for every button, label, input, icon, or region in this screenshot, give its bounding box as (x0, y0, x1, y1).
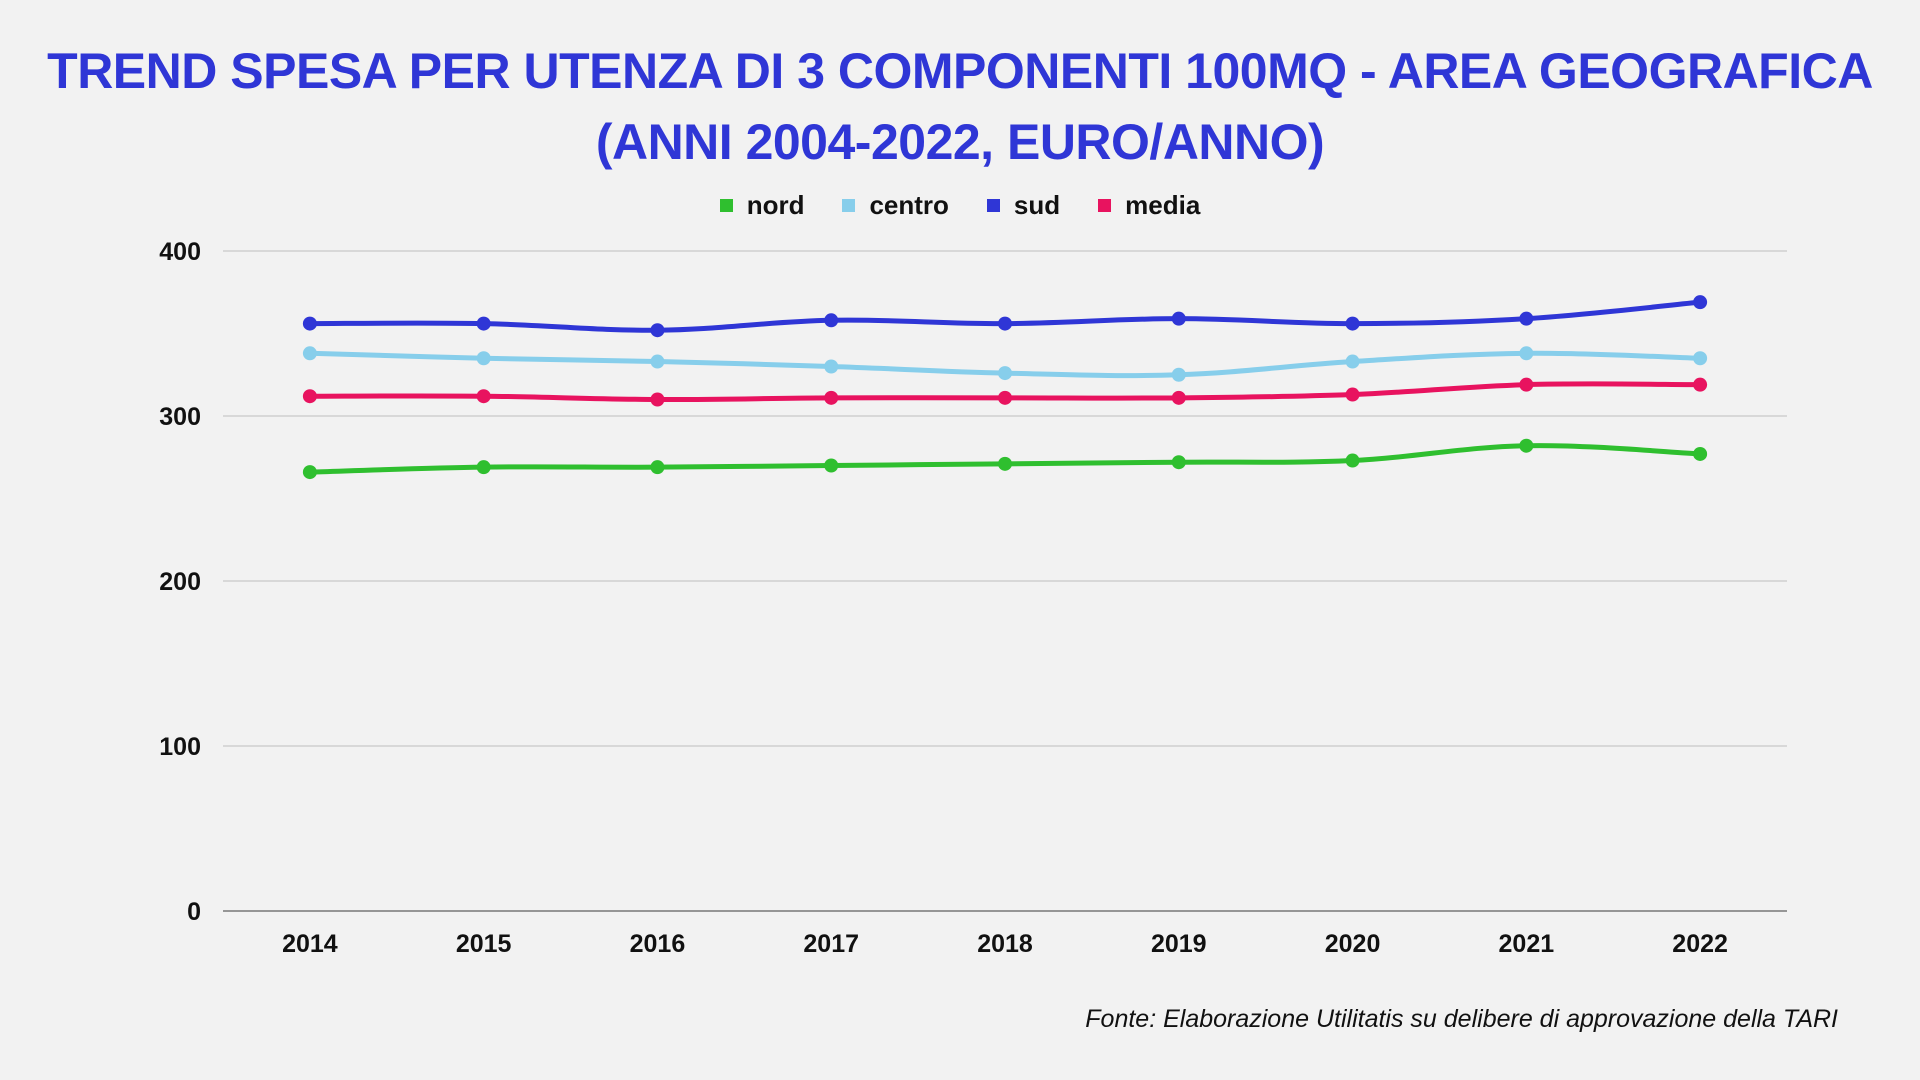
legend-swatch-centro (842, 199, 856, 212)
data-point-media-2021 (1519, 377, 1534, 392)
chart-subtitle: (ANNI 2004-2022, EURO/ANNO) (595, 114, 1325, 170)
legend-swatch-media (1098, 199, 1112, 212)
data-point-sud-2021 (1519, 311, 1534, 326)
data-point-media-2022 (1693, 377, 1708, 392)
data-point-centro-2018 (998, 366, 1012, 381)
legend-item-sud[interactable]: sud (986, 190, 1061, 221)
legend-label-sud: sud (1013, 190, 1061, 220)
x-tick-label: 2014 (282, 930, 338, 958)
data-point-sud-2016 (650, 323, 665, 338)
data-point-centro-2021 (1519, 346, 1534, 361)
chart-title: TREND SPESA PER UTENZA DI 3 COMPONENTI 1… (47, 43, 1873, 99)
x-tick-label: 2016 (630, 930, 686, 958)
data-point-media-2016 (650, 392, 665, 407)
data-point-nord-2016 (650, 460, 665, 475)
data-point-centro-2014 (302, 346, 317, 361)
x-tick-label: 2019 (1151, 930, 1207, 958)
legend-item-centro[interactable]: centro (842, 190, 949, 221)
legend-swatch-sud (986, 199, 1000, 212)
x-tick-label: 2022 (1672, 930, 1728, 958)
data-point-media-2020 (1345, 387, 1360, 402)
source-note: Fonte: Elaborazione Utilitatis su delibe… (1085, 1005, 1838, 1033)
data-point-sud-2020 (1345, 316, 1360, 331)
data-point-centro-2016 (650, 354, 665, 369)
legend-label-centro: centro (869, 190, 949, 220)
y-tick-label: 100 (159, 733, 201, 761)
legend-label-media: media (1125, 190, 1201, 220)
x-tick-label: 2020 (1325, 930, 1381, 958)
data-point-sud-2019 (1171, 311, 1186, 326)
data-point-nord-2014 (302, 465, 317, 480)
data-point-nord-2018 (998, 456, 1012, 471)
legend-item-nord[interactable]: nord (719, 190, 805, 221)
y-tick-label: 400 (159, 238, 201, 266)
data-point-nord-2022 (1693, 446, 1708, 461)
data-point-sud-2018 (998, 316, 1012, 331)
data-point-centro-2022 (1693, 351, 1708, 366)
x-tick-label: 2017 (803, 930, 859, 958)
data-point-sud-2017 (824, 313, 839, 328)
data-point-media-2015 (476, 389, 491, 404)
data-point-sud-2015 (476, 316, 491, 331)
data-point-sud-2022 (1693, 295, 1708, 310)
legend-item-media[interactable]: media (1098, 190, 1200, 221)
data-point-nord-2017 (824, 458, 839, 473)
data-point-media-2019 (1171, 390, 1186, 405)
data-point-nord-2019 (1171, 455, 1186, 470)
data-point-media-2018 (998, 390, 1012, 405)
y-tick-label: 200 (159, 568, 201, 596)
legend-label-nord: nord (746, 190, 805, 220)
data-point-centro-2017 (824, 359, 839, 374)
data-point-centro-2019 (1171, 367, 1186, 382)
data-point-nord-2015 (476, 460, 491, 475)
x-tick-label: 2015 (456, 930, 512, 958)
data-point-media-2017 (824, 390, 839, 405)
data-point-centro-2015 (476, 351, 491, 366)
data-point-media-2014 (302, 389, 317, 404)
y-tick-label: 0 (187, 898, 201, 926)
legend-swatch-nord (719, 199, 733, 212)
data-point-sud-2014 (302, 316, 317, 331)
data-point-centro-2020 (1345, 354, 1360, 369)
legend: nord centro sud media (0, 190, 1920, 221)
data-point-nord-2021 (1519, 438, 1534, 453)
x-tick-label: 2021 (1499, 930, 1555, 958)
data-point-nord-2020 (1345, 453, 1360, 468)
y-tick-label: 300 (159, 403, 201, 431)
x-tick-label: 2018 (977, 930, 1033, 958)
